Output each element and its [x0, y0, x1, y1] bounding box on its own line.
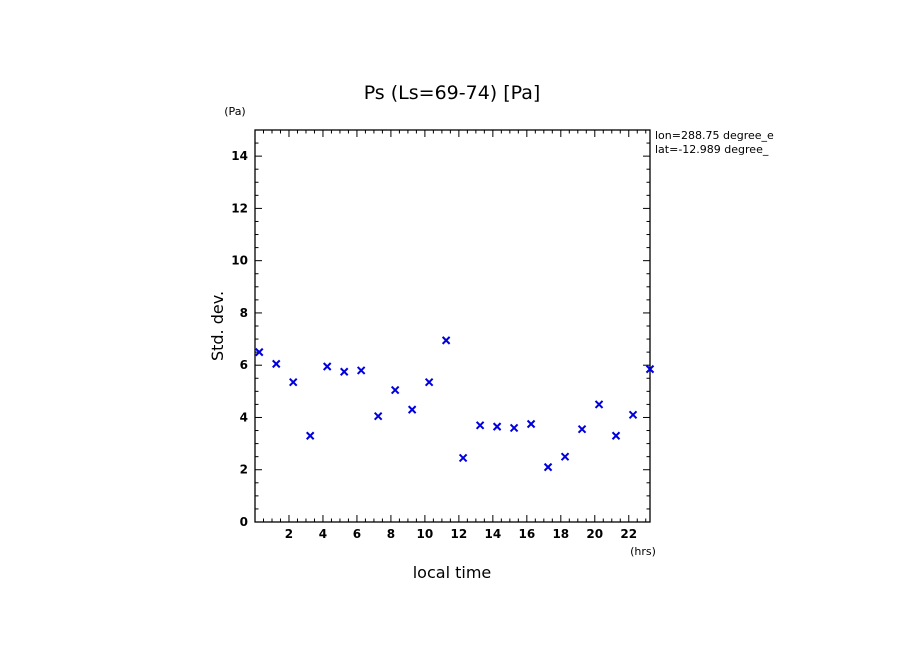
data-point	[255, 347, 264, 357]
data-point	[424, 377, 434, 387]
data-point	[407, 405, 417, 414]
data-point	[306, 431, 315, 440]
x-axis-unit: (hrs)	[630, 545, 656, 558]
x-tick-label: 10	[417, 527, 434, 541]
axis-ticks	[255, 130, 650, 522]
data-point	[458, 453, 468, 463]
y-axis-unit: (Pa)	[224, 105, 245, 118]
data-point	[594, 400, 604, 409]
data-point	[322, 362, 332, 371]
y-tick-label: 12	[231, 201, 248, 215]
data-point	[628, 410, 638, 420]
data-point	[475, 421, 485, 430]
annotation-lat: lat=-12.989 degree_	[655, 143, 769, 156]
data-point	[577, 425, 587, 434]
x-tick-label: 18	[552, 527, 569, 541]
data-point	[611, 431, 621, 440]
data-point	[339, 367, 349, 376]
x-axis-label: local time	[413, 563, 492, 582]
x-tick-label: 4	[319, 527, 327, 541]
x-tick-label: 6	[353, 527, 361, 541]
x-tick-label: 22	[620, 527, 637, 541]
data-point	[441, 336, 451, 345]
x-tick-label: 12	[451, 527, 468, 541]
annotation-clip	[778, 130, 904, 160]
x-tick-label: 16	[518, 527, 535, 541]
plot-frame	[254, 129, 651, 523]
x-tick-label: 20	[586, 527, 603, 541]
y-tick-label: 14	[231, 149, 248, 163]
y-tick-label: 10	[231, 254, 248, 268]
data-point	[390, 385, 400, 395]
data-point	[289, 377, 298, 387]
data-points	[255, 336, 655, 472]
data-point	[543, 462, 553, 472]
data-point	[526, 419, 536, 429]
y-tick-label: 8	[240, 306, 248, 320]
x-tick-label: 8	[387, 527, 395, 541]
x-tick-label: 2	[285, 527, 293, 541]
data-point	[509, 423, 519, 433]
y-tick-label: 2	[240, 463, 248, 477]
tick-labels: 2 4 6 8 10 12 14 16 18 20 22 0 2 4 6 8 10 12 14	[231, 149, 637, 541]
y-tick-label: 4	[240, 410, 248, 424]
y-tick-label: 0	[240, 515, 248, 529]
y-axis-label: Std. dev.	[208, 291, 227, 361]
data-point	[272, 359, 281, 369]
data-point	[560, 452, 570, 461]
data-point	[373, 411, 383, 421]
x-tick-label: 14	[484, 527, 501, 541]
chart-title: Ps (Ls=69-74) [Pa]	[364, 82, 541, 104]
y-tick-label: 6	[240, 358, 248, 372]
data-point	[492, 422, 502, 431]
data-point	[356, 366, 366, 375]
annotation-lon: lon=288.75 degree_e	[655, 129, 774, 142]
data-point	[645, 364, 655, 374]
